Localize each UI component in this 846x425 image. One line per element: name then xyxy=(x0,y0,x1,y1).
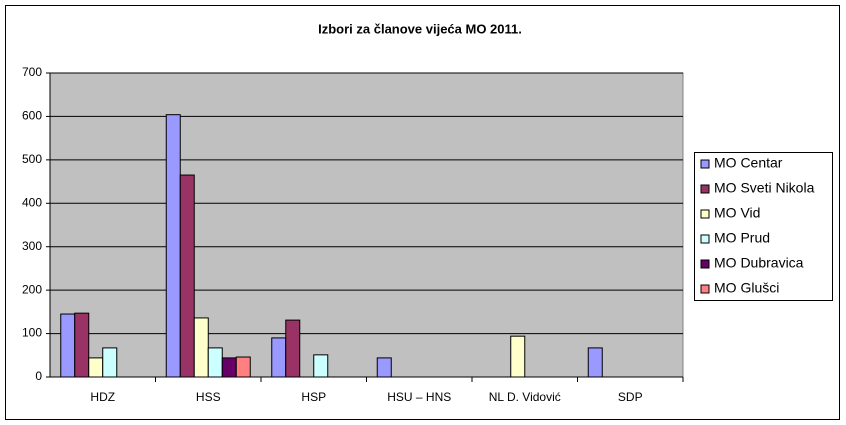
y-tick-label: 500 xyxy=(22,152,42,166)
legend-swatch xyxy=(700,209,710,219)
legend-label: MO Centar xyxy=(714,155,783,171)
legend-label: MO Dubravica xyxy=(714,255,804,271)
bar xyxy=(510,335,526,378)
legend-swatch xyxy=(700,159,710,169)
x-tick-label: HDZ xyxy=(90,390,115,404)
bar xyxy=(88,357,104,378)
bar xyxy=(207,347,223,378)
bar xyxy=(179,174,195,378)
y-tick-label: 300 xyxy=(22,239,42,253)
y-tick-label: 100 xyxy=(22,326,42,340)
x-tick-label: HSP xyxy=(301,390,326,404)
bar xyxy=(376,357,392,378)
x-tick-label: NL D. Vidović xyxy=(489,390,561,404)
x-tick-label: HSS xyxy=(196,390,221,404)
bar xyxy=(235,356,251,378)
legend-swatch xyxy=(700,259,710,269)
bar xyxy=(313,354,329,378)
bar xyxy=(74,312,90,378)
y-tick-label: 600 xyxy=(22,109,42,123)
y-tick-label: 700 xyxy=(22,65,42,79)
legend-label: MO Prud xyxy=(714,230,770,246)
legend-label: MO Sveti Nikola xyxy=(714,180,815,196)
bar xyxy=(271,337,287,378)
y-tick-label: 200 xyxy=(22,282,42,296)
legend-label: MO Vid xyxy=(714,205,760,221)
legend-swatch xyxy=(700,284,710,294)
x-tick-label: HSU – HNS xyxy=(387,390,451,404)
legend-swatch xyxy=(700,234,710,244)
bar xyxy=(60,313,76,378)
chart-title: Izbori za članove vijeća MO 2011. xyxy=(318,21,522,36)
y-tick-label: 400 xyxy=(22,195,42,209)
x-tick-label: SDP xyxy=(618,390,643,404)
bar xyxy=(165,114,181,378)
legend-swatch xyxy=(700,184,710,194)
plot-area xyxy=(49,72,684,378)
bar xyxy=(587,347,603,378)
bar xyxy=(285,319,301,378)
y-tick-label: 0 xyxy=(35,369,42,383)
legend-label: MO Glušci xyxy=(714,280,779,296)
bar xyxy=(221,357,237,378)
bar xyxy=(193,317,209,378)
legend xyxy=(694,152,833,301)
bar xyxy=(102,347,118,378)
